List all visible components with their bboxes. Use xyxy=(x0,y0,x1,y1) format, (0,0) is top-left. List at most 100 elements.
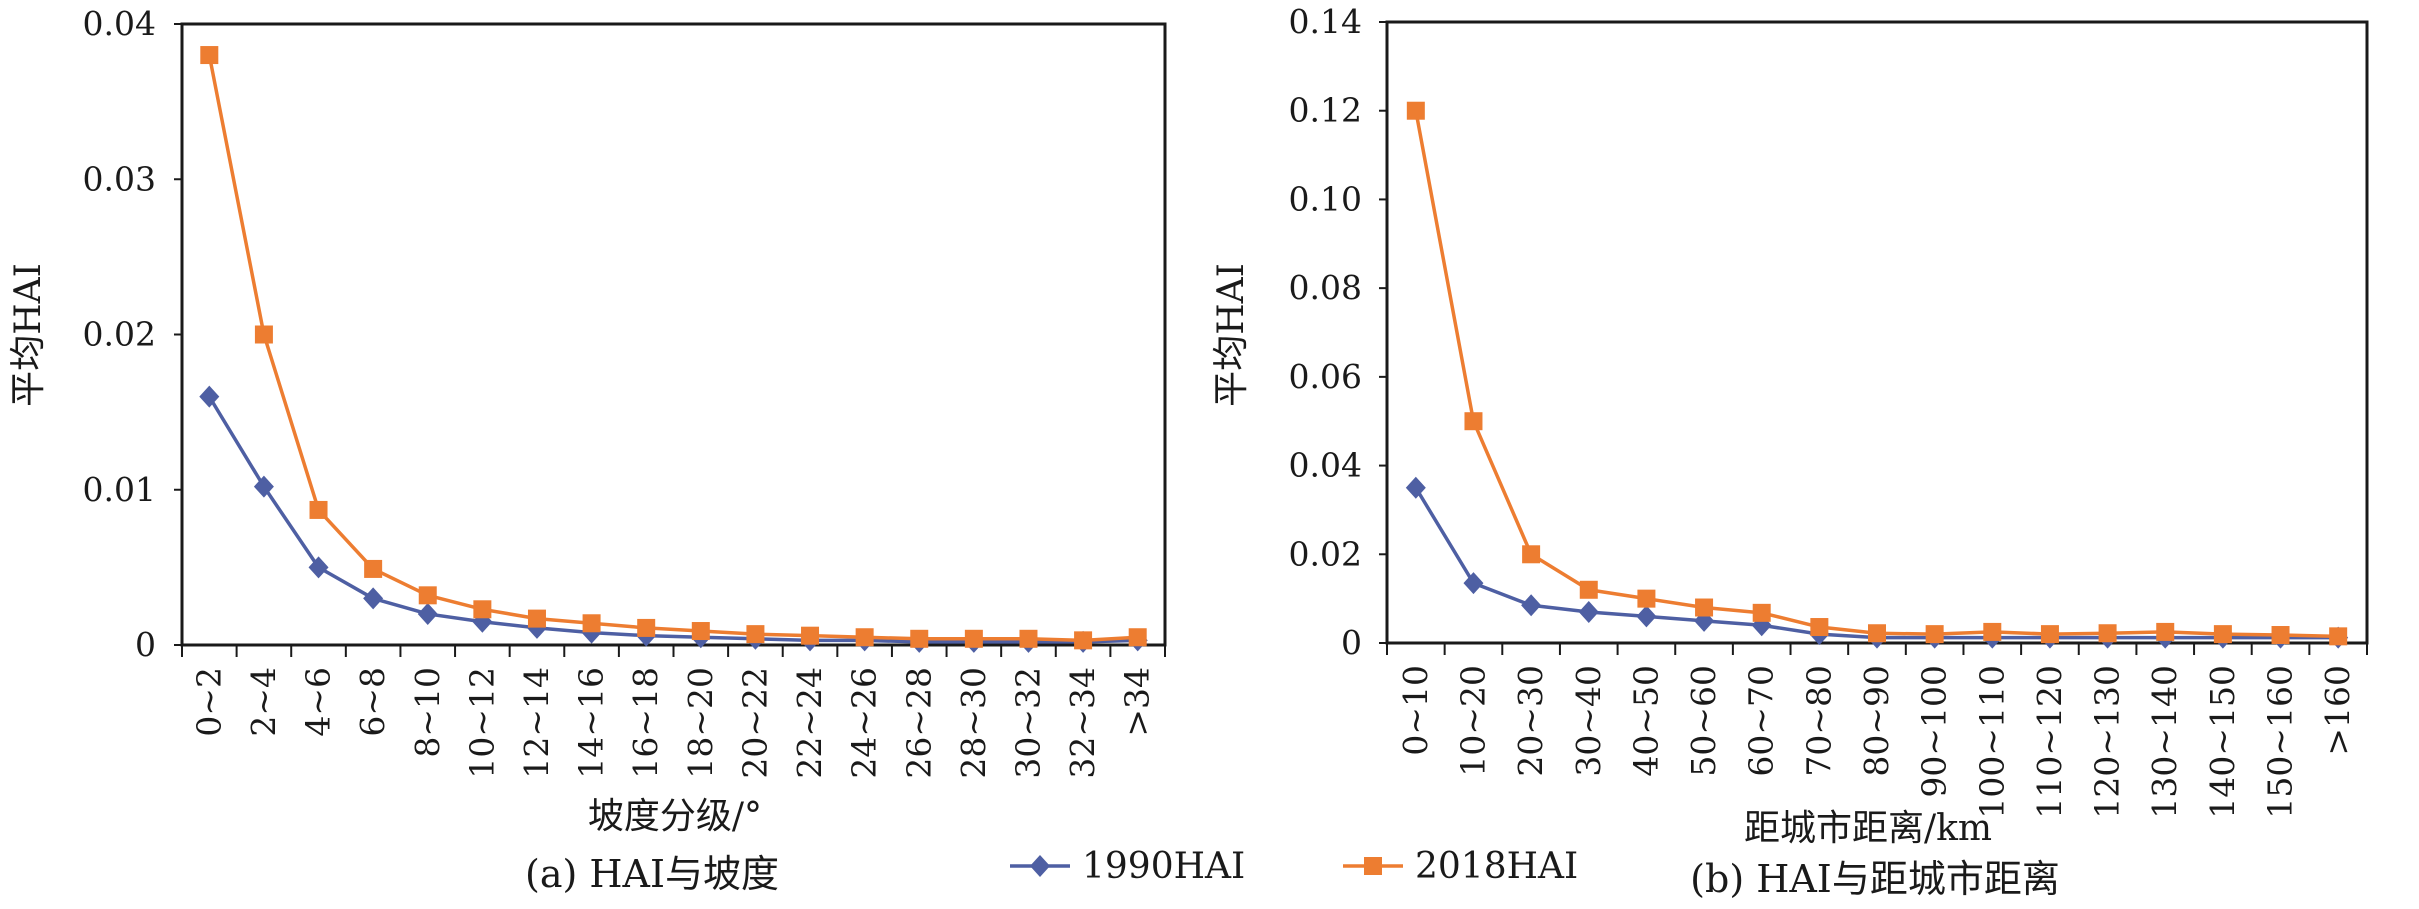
panel-b-point-2018HAI xyxy=(2329,627,2348,646)
panel-a-point-2018HAI xyxy=(309,500,328,519)
panel-a-y-tick-label: 0.01 xyxy=(83,470,156,509)
panel-b-x-tick-label: 100~110 xyxy=(1972,665,2011,819)
panel-a-x-tick-label: 10~12 xyxy=(462,667,501,779)
panel-b-y-tick-label: 0.10 xyxy=(1289,179,1362,218)
panel-b-series-line-1990HAI xyxy=(1414,486,2339,640)
panel-b-x-tick-label: >160 xyxy=(2318,665,2357,756)
panel-b-x-tick-label: 30~40 xyxy=(1569,665,1608,777)
panel-b-point-2018HAI xyxy=(1925,625,1944,644)
panel-a-point-1990HAI xyxy=(417,602,438,625)
panel-b-x-tick-label: 20~30 xyxy=(1511,665,1550,777)
legend-marker-1990HAI xyxy=(1030,855,1050,877)
panel-b-x-tick-label: 80~90 xyxy=(1857,665,1896,777)
panel-a-x-tick-label: 26~28 xyxy=(899,667,938,779)
panel-b-y-tick-label: 0.14 xyxy=(1289,2,1362,41)
panel-a-x-tick-label: 24~26 xyxy=(845,667,884,779)
panel-b-y-axis-title: 平均HAI xyxy=(1211,263,1252,407)
panel-a-x-tick-label: 16~18 xyxy=(626,667,665,779)
panel-a-x-tick-label: 0~2 xyxy=(189,667,228,737)
panel-a-x-tick-label: >34 xyxy=(1118,667,1157,737)
panel-b-point-2018HAI xyxy=(1579,580,1598,599)
legend-label: 2018HAI xyxy=(1415,846,1578,887)
panel-a-slope: 0 0.01 0.02 0.03 0.04 0~2 2~4 4~6 6~8 8~10 10~12 12… xyxy=(8,4,1167,896)
panel-a-x-tick-label: 2~4 xyxy=(244,667,283,737)
panel-a-y-tick-label: 0.02 xyxy=(83,315,156,354)
panel-b-point-2018HAI xyxy=(1983,622,2002,641)
panel-b-x-tick-label: 90~100 xyxy=(1915,665,1954,798)
panel-b-x-tick-label: 70~80 xyxy=(1799,665,1838,777)
panel-a-x-tick-label: 8~10 xyxy=(408,667,447,758)
legend-label: 1990HAI xyxy=(1082,846,1245,887)
panel-a-point-2018HAI xyxy=(746,625,765,644)
panel-b-x-tick-label: 120~130 xyxy=(2088,665,2127,819)
panel-b-point-1990HAI xyxy=(1405,476,1426,499)
panel-b-y-tick-label: 0.08 xyxy=(1289,268,1362,307)
panel-a-x-tick-label: 28~30 xyxy=(954,667,993,779)
panel-a-x-axis-title: 坡度分级/° xyxy=(588,796,762,837)
panel-b-point-2018HAI xyxy=(1406,101,1425,120)
panel-a-point-2018HAI xyxy=(801,626,820,645)
panel-a-point-1990HAI xyxy=(308,556,329,579)
panel-a-point-2018HAI xyxy=(200,46,219,65)
panel-b-x-tick-label: 0~10 xyxy=(1396,665,1435,756)
panel-b-x-tick-label: 110~120 xyxy=(2030,665,2069,819)
panel-a-point-2018HAI xyxy=(582,614,601,633)
panel-a-x-tick-label: 30~32 xyxy=(1008,667,1047,779)
panel-b-y-tick-label: 0.06 xyxy=(1289,357,1362,396)
panel-a-x-tick-label: 6~8 xyxy=(353,667,392,737)
panel-a-x-tick-label: 14~16 xyxy=(572,667,611,779)
panel-b-point-1990HAI xyxy=(1578,600,1599,623)
panel-b-point-2018HAI xyxy=(2271,626,2290,645)
panel-a-caption: (a) HAI与坡度 xyxy=(525,852,779,896)
panel-a-point-2018HAI xyxy=(473,600,492,619)
panel-a-point-2018HAI xyxy=(691,622,710,641)
panel-b-x-tick-label: 50~60 xyxy=(1684,665,1723,777)
panel-a-point-1990HAI xyxy=(253,475,274,498)
panel-b-x-tick-label: 60~70 xyxy=(1742,665,1781,777)
panel-a-x-tick-label: 32~34 xyxy=(1063,667,1102,779)
panel-b-x-tick-label: 40~50 xyxy=(1626,665,1665,777)
panel-b-point-2018HAI xyxy=(1868,624,1886,643)
panel-a-point-1990HAI xyxy=(363,587,384,610)
panel-a-y-tick-label: 0 xyxy=(135,625,156,664)
panel-b-y-tick-label: 0 xyxy=(1341,623,1362,662)
panel-b-point-2018HAI xyxy=(2098,624,2117,643)
panel-a-point-2018HAI xyxy=(254,325,273,344)
panel-a-x-tick-label: 18~20 xyxy=(681,667,720,779)
panel-a-point-2018HAI xyxy=(418,586,437,605)
panel-a-point-2018HAI xyxy=(910,629,929,648)
panel-b-point-2018HAI xyxy=(2213,625,2232,644)
panel-b-point-2018HAI xyxy=(1752,603,1771,622)
panel-a-point-2018HAI xyxy=(964,629,983,648)
panel-a-y-axis-title: 平均HAI xyxy=(8,263,49,407)
panel-b-point-1990HAI xyxy=(1463,572,1484,595)
panel-b-point-2018HAI xyxy=(1522,545,1541,564)
panel-b-point-2018HAI xyxy=(1810,618,1829,637)
panel-a-point-2018HAI xyxy=(637,618,656,637)
panel-a-x-tick-label: 20~22 xyxy=(735,667,774,779)
panel-b-y-tick-label: 0.02 xyxy=(1289,534,1362,573)
panel-b-point-2018HAI xyxy=(2156,622,2175,641)
panel-b-point-1990HAI xyxy=(1521,594,1542,617)
panel-b-series-line-2018HAI xyxy=(1414,110,2339,639)
legend-marker-2018HAI xyxy=(1364,857,1382,875)
panel-b-point-2018HAI xyxy=(1695,598,1714,617)
panel-b-point-2018HAI xyxy=(2040,625,2059,644)
panel-b-x-axis-title: 距城市距离/km xyxy=(1744,808,1992,849)
panel-b-x-tick-label: 150~160 xyxy=(2261,665,2300,819)
panel-a-point-2018HAI xyxy=(527,609,546,628)
panel-b-x-tick-label: 130~140 xyxy=(2145,665,2184,819)
panel-a-plot-frame xyxy=(180,22,1167,647)
panel-a-series-line-1990HAI xyxy=(207,395,1138,644)
panel-b-point-2018HAI xyxy=(1464,412,1483,431)
panel-a-x-tick-label: 4~6 xyxy=(299,667,338,737)
panel-a-x-tick-label: 12~14 xyxy=(517,667,556,779)
panel-b-point-2018HAI xyxy=(1637,589,1656,608)
panel-a-y-tick-label: 0.03 xyxy=(83,159,156,198)
panel-a-point-2018HAI xyxy=(1074,631,1093,650)
panel-a-point-1990HAI xyxy=(199,385,220,408)
legend: 1990HAI 2018HAI xyxy=(1010,846,1578,887)
panel-a-y-tick-label: 0.04 xyxy=(83,4,156,43)
panel-a-point-2018HAI xyxy=(1128,628,1147,647)
